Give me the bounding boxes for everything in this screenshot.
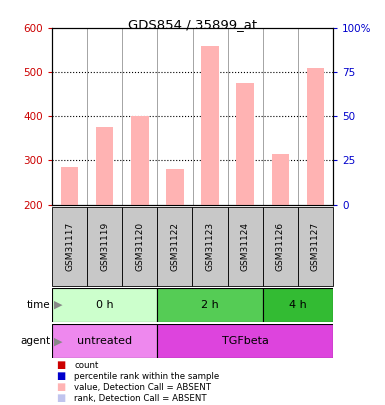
Text: ■: ■ <box>56 393 65 403</box>
Text: GSM31120: GSM31120 <box>135 222 144 271</box>
Bar <box>166 169 184 205</box>
Bar <box>228 207 263 286</box>
Text: time: time <box>27 300 50 310</box>
Text: agent: agent <box>20 336 50 346</box>
Text: GSM31124: GSM31124 <box>241 222 250 271</box>
Bar <box>271 154 289 205</box>
Bar <box>263 207 298 286</box>
Bar <box>61 167 78 205</box>
Text: 2 h: 2 h <box>201 300 219 310</box>
Bar <box>96 128 114 205</box>
Bar <box>298 207 333 286</box>
Bar <box>263 288 333 322</box>
Text: GSM31123: GSM31123 <box>206 222 214 271</box>
Text: 4 h: 4 h <box>289 300 307 310</box>
Bar <box>87 207 122 286</box>
Bar <box>192 207 228 286</box>
Text: GSM31117: GSM31117 <box>65 222 74 271</box>
Bar <box>307 68 324 205</box>
Text: GSM31119: GSM31119 <box>100 222 109 271</box>
Text: GSM31126: GSM31126 <box>276 222 285 271</box>
Bar <box>157 207 192 286</box>
Text: GSM31127: GSM31127 <box>311 222 320 271</box>
Bar <box>201 46 219 205</box>
Text: ▶: ▶ <box>54 300 62 310</box>
Text: value, Detection Call = ABSENT: value, Detection Call = ABSENT <box>74 383 211 392</box>
Text: GDS854 / 35899_at: GDS854 / 35899_at <box>128 18 257 31</box>
Bar <box>122 207 157 286</box>
Bar <box>52 288 157 322</box>
Text: percentile rank within the sample: percentile rank within the sample <box>74 372 219 381</box>
Text: count: count <box>74 361 99 370</box>
Text: GSM31122: GSM31122 <box>171 222 179 271</box>
Bar <box>157 288 263 322</box>
Bar <box>131 117 149 205</box>
Text: ■: ■ <box>56 371 65 381</box>
Bar <box>236 83 254 205</box>
Text: ▶: ▶ <box>54 336 62 346</box>
Text: rank, Detection Call = ABSENT: rank, Detection Call = ABSENT <box>74 394 207 403</box>
Text: untreated: untreated <box>77 336 132 346</box>
Text: TGFbeta: TGFbeta <box>222 336 269 346</box>
Bar <box>52 207 87 286</box>
Text: ■: ■ <box>56 360 65 370</box>
Text: ■: ■ <box>56 382 65 392</box>
Text: 0 h: 0 h <box>96 300 114 310</box>
Bar <box>52 324 157 358</box>
Bar <box>157 324 333 358</box>
